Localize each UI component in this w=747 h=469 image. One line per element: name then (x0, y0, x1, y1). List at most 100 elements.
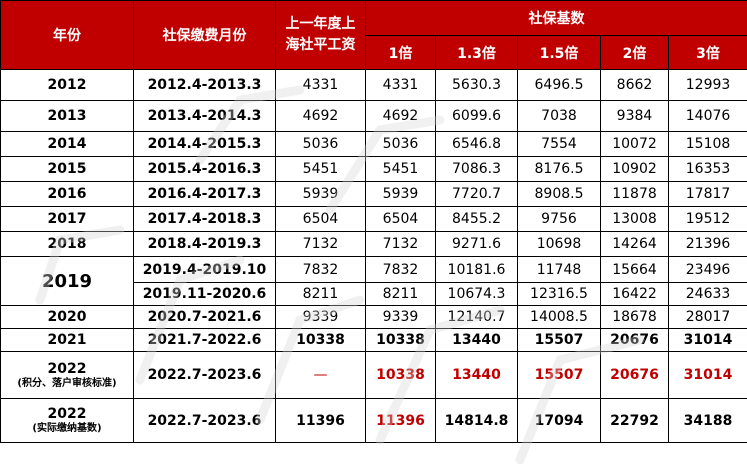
table-row: 2022 (积分、落户审核标准) 2022.7-2023.6 — 10338 1… (0, 351, 747, 399)
cell-wage: 4692 (275, 100, 366, 132)
cell-period: 2012.4-2013.3 (133, 69, 276, 101)
cell-value: 8908.5 (517, 181, 601, 207)
cell-value: 13008 (600, 206, 669, 232)
cell-period: 2016.4-2017.3 (133, 181, 276, 207)
cell-value: 24633 (667, 282, 747, 306)
cell-year-note: (积分、落户审核标准) (17, 377, 117, 389)
cell-value: 7720.7 (435, 181, 518, 207)
cell-value: 7132 (365, 231, 436, 257)
cell-value: 14814.8 (435, 398, 518, 443)
table-row: 2013 2013.4-2014.3 4692 4692 6099.6 7038… (0, 100, 747, 132)
cell-period: 2013.4-2014.3 (133, 100, 276, 132)
cell-year: 2021 (0, 328, 134, 352)
cell-value: 10181.6 (435, 256, 518, 283)
cell-value: 10902 (600, 156, 669, 182)
cell-period: 2015.4-2016.3 (133, 156, 276, 182)
cell-period: 2019.4-2019.10 (133, 256, 276, 283)
cell-value: 19512 (667, 206, 747, 232)
table-row: 2018 2018.4-2019.3 7132 7132 9271.6 1069… (0, 231, 747, 257)
cell-value: 22792 (600, 398, 669, 443)
cell-value: 6546.8 (435, 131, 518, 157)
cell-value: 5451 (365, 156, 436, 182)
cell-value: 10674.3 (435, 282, 518, 306)
cell-year-value: 2022 (47, 406, 87, 422)
cell-wage: 7132 (275, 231, 366, 257)
cell-value: 11396 (365, 398, 436, 443)
cell-value: 6099.6 (435, 100, 518, 132)
cell-value: 5630.3 (435, 69, 518, 101)
header-year: 年份 (0, 0, 134, 70)
cell-year: 2013 (0, 100, 134, 132)
cell-value: 6504 (365, 206, 436, 232)
cell-wage: 4331 (275, 69, 366, 101)
cell-wage: 6504 (275, 206, 366, 232)
cell-value: 5939 (365, 181, 436, 207)
header-base-group: 社保基数 (364, 0, 747, 36)
cell-value: 14008.5 (517, 305, 601, 329)
cell-year: 2015 (0, 156, 134, 182)
cell-year: 2022 (积分、落户审核标准) (0, 351, 134, 399)
cell-value: 12140.7 (435, 305, 518, 329)
cell-value: 15507 (517, 328, 601, 352)
cell-value: 13440 (435, 328, 518, 352)
table-row: 2019 2019.4-2019.10 7832 7832 10181.6 11… (0, 256, 747, 306)
table-row: 2012 2012.4-2013.3 4331 4331 5630.3 6496… (0, 69, 747, 101)
cell-value: 34188 (667, 398, 747, 443)
cell-period: 2022.7-2023.6 (133, 351, 276, 399)
cell-period: 2020.7-2021.6 (133, 305, 276, 329)
cell-value: 16422 (600, 282, 669, 306)
cell-period: 2021.7-2022.6 (133, 328, 276, 352)
cell-year-value: 2022 (47, 360, 87, 377)
cell-value: 20676 (600, 328, 669, 352)
cell-period: 2017.4-2018.3 (133, 206, 276, 232)
cell-value: 8176.5 (517, 156, 601, 182)
table-row: 2015 2015.4-2016.3 5451 5451 7086.3 8176… (0, 156, 747, 182)
cell-value: 9339 (365, 305, 436, 329)
header-avg-wage: 上一年度上海社平工资 (275, 0, 366, 70)
cell-period: 2022.7-2023.6 (133, 398, 276, 443)
cell-wage: 5036 (275, 131, 366, 157)
header-multiplier-1-3: 1.3倍 (435, 35, 518, 70)
cell-year-note: (实际缴纳基数) (32, 423, 102, 434)
cell-wage: 5939 (275, 181, 366, 207)
cell-value: 9756 (517, 206, 601, 232)
cell-value: 31014 (667, 351, 747, 399)
header-multiplier-3: 3倍 (667, 35, 747, 70)
cell-value: 9271.6 (435, 231, 518, 257)
table-row: 2021 2021.7-2022.6 10338 10338 13440 155… (0, 328, 747, 352)
social-security-base-table: 年份 社保缴费月份 上一年度上海社平工资 社保基数 1倍 1.3倍 1.5倍 2… (0, 0, 747, 443)
header-multiplier-2: 2倍 (600, 35, 669, 70)
cell-value: 5036 (365, 131, 436, 157)
cell-wage: 11396 (275, 398, 366, 443)
cell-year: 2019 (0, 256, 134, 306)
cell-year: 2017 (0, 206, 134, 232)
cell-value: 14264 (600, 231, 669, 257)
cell-wage: 9339 (275, 305, 366, 329)
header-period: 社保缴费月份 (133, 0, 276, 70)
cell-value: 15507 (517, 351, 601, 399)
cell-value: 23496 (667, 256, 747, 283)
cell-value: 8211 (365, 282, 436, 306)
cell-wage: 7832 (275, 256, 366, 283)
cell-value: 20676 (600, 351, 669, 399)
cell-value: 15664 (600, 256, 669, 283)
cell-value: 7038 (517, 100, 601, 132)
cell-wage: 8211 (275, 282, 366, 306)
cell-value: 21396 (667, 231, 747, 257)
cell-value: 16353 (667, 156, 747, 182)
cell-year: 2020 (0, 305, 134, 329)
cell-period: 2014.4-2015.3 (133, 131, 276, 157)
cell-value: 31014 (667, 328, 747, 352)
table-row: 2020 2020.7-2021.6 9339 9339 12140.7 140… (0, 305, 747, 329)
cell-year: 2018 (0, 231, 134, 257)
cell-value: 11748 (517, 256, 601, 283)
cell-year: 2016 (0, 181, 134, 207)
cell-value: 10338 (365, 328, 436, 352)
cell-value: 7554 (517, 131, 601, 157)
cell-year: 2022 (实际缴纳基数) (0, 398, 134, 443)
cell-value: 11878 (600, 181, 669, 207)
cell-value: 12316.5 (517, 282, 601, 306)
cell-value: 10338 (365, 351, 436, 399)
header-multiplier-1: 1倍 (365, 35, 436, 70)
cell-value: 17094 (517, 398, 601, 443)
